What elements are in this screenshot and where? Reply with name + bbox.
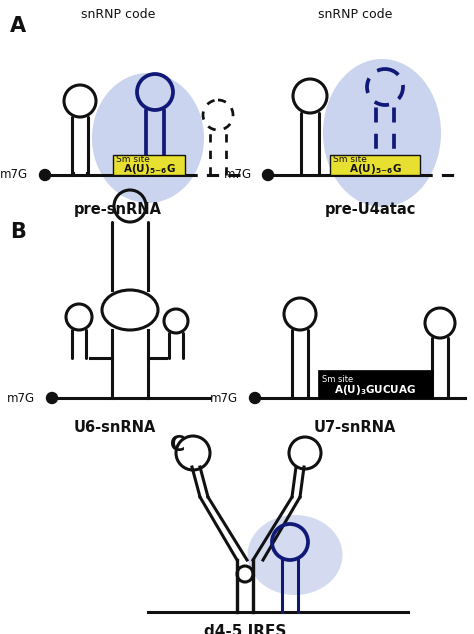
FancyBboxPatch shape [318,370,433,398]
FancyBboxPatch shape [113,155,185,175]
Text: U7-snRNA: U7-snRNA [314,420,396,435]
Text: Sm site: Sm site [333,155,367,164]
Text: pre-U4atac: pre-U4atac [324,202,416,217]
Text: snRNP code: snRNP code [318,8,392,21]
Text: U6-snRNA: U6-snRNA [74,420,156,435]
Text: $\mathbf{A(U)_{5\!-\!6}G}$: $\mathbf{A(U)_{5\!-\!6}G}$ [123,162,175,176]
Ellipse shape [323,59,441,207]
Text: m7G: m7G [210,392,238,404]
FancyBboxPatch shape [330,155,420,175]
Text: B: B [10,222,26,242]
Text: A: A [10,16,26,36]
Text: Sm site: Sm site [116,155,150,164]
Circle shape [39,169,51,181]
Circle shape [263,169,273,181]
Circle shape [249,392,261,403]
Text: Sm site: Sm site [322,375,353,384]
Text: C: C [170,435,185,455]
Text: pre-snRNA: pre-snRNA [74,202,162,217]
Text: snRNP code: snRNP code [81,8,155,21]
Circle shape [46,392,57,403]
Ellipse shape [92,73,204,203]
Text: m7G: m7G [0,169,28,181]
Text: d4-5 IRES: d4-5 IRES [204,624,286,634]
Text: $\mathbf{A(U)_{5\!-\!6}G}$: $\mathbf{A(U)_{5\!-\!6}G}$ [348,162,401,176]
Text: m7G: m7G [224,169,252,181]
Text: m7G: m7G [7,392,35,404]
Text: $\mathbf{A(U)_3GUCUAG}$: $\mathbf{A(U)_3GUCUAG}$ [335,383,417,397]
Ellipse shape [247,515,343,595]
